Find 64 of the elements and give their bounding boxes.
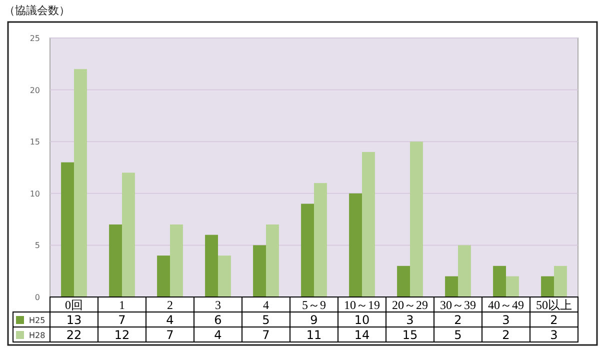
x-tick-label: 50以上	[536, 298, 572, 312]
x-tick-label: 5～9	[302, 298, 326, 312]
bar	[61, 162, 74, 297]
data-label: 11	[306, 328, 322, 342]
bar	[253, 245, 266, 297]
y-tick-label: 25	[30, 34, 40, 43]
data-label: 14	[354, 328, 370, 342]
y-axis-title: （協議会数）	[4, 4, 70, 17]
data-label: 9	[310, 313, 318, 327]
data-label: 5	[454, 328, 462, 342]
y-tick-label: 15	[30, 138, 40, 147]
bar	[301, 204, 314, 297]
data-label: 10	[354, 313, 370, 327]
data-label: 3	[406, 313, 414, 327]
data-label: 13	[66, 313, 82, 327]
x-tick-label: 2	[167, 298, 173, 312]
bar	[170, 224, 183, 297]
data-label: 7	[262, 328, 270, 342]
bar	[397, 266, 410, 297]
data-label: 3	[550, 328, 558, 342]
y-tick-label: 10	[30, 189, 40, 198]
bar	[458, 245, 471, 297]
data-label: 2	[550, 313, 558, 327]
x-tick-label: 10～19	[344, 298, 380, 312]
bar	[554, 266, 567, 297]
x-tick-label: 20～29	[392, 298, 428, 312]
legend-label: H28	[29, 331, 46, 340]
data-label: 6	[214, 313, 222, 327]
y-tick-label: 20	[30, 86, 40, 95]
data-label: 22	[66, 328, 82, 342]
data-label: 3	[502, 313, 510, 327]
data-label: 4	[214, 328, 222, 342]
data-label: 2	[502, 328, 510, 342]
bar	[410, 142, 423, 297]
x-tick-label: 3	[215, 298, 221, 312]
bar	[506, 276, 519, 297]
y-tick-label: 0	[34, 293, 40, 302]
data-label: 4	[166, 313, 174, 327]
bar	[362, 152, 375, 297]
x-tick-label: 30～39	[440, 298, 476, 312]
bar	[349, 193, 362, 297]
bar	[157, 256, 170, 297]
data-label: 7	[166, 328, 174, 342]
data-label: 2	[454, 313, 462, 327]
x-tick-label: 0回	[65, 298, 83, 312]
bar	[205, 234, 218, 297]
legend-label: H25	[29, 316, 46, 325]
x-tick-label: 40～49	[488, 298, 524, 312]
data-label: 12	[114, 328, 130, 342]
y-tick-label: 5	[34, 241, 40, 250]
bar	[109, 224, 122, 297]
data-label: 7	[118, 313, 126, 327]
bar	[74, 69, 87, 297]
bar	[266, 224, 279, 297]
data-label: 15	[402, 328, 418, 342]
data-label: 5	[262, 313, 270, 327]
bar	[314, 183, 327, 297]
bar	[218, 256, 231, 297]
bar	[493, 266, 506, 297]
bar	[445, 276, 458, 297]
bar	[541, 276, 554, 297]
x-tick-label: 4	[263, 298, 269, 312]
bar	[122, 172, 135, 297]
x-tick-label: 1	[119, 298, 125, 312]
